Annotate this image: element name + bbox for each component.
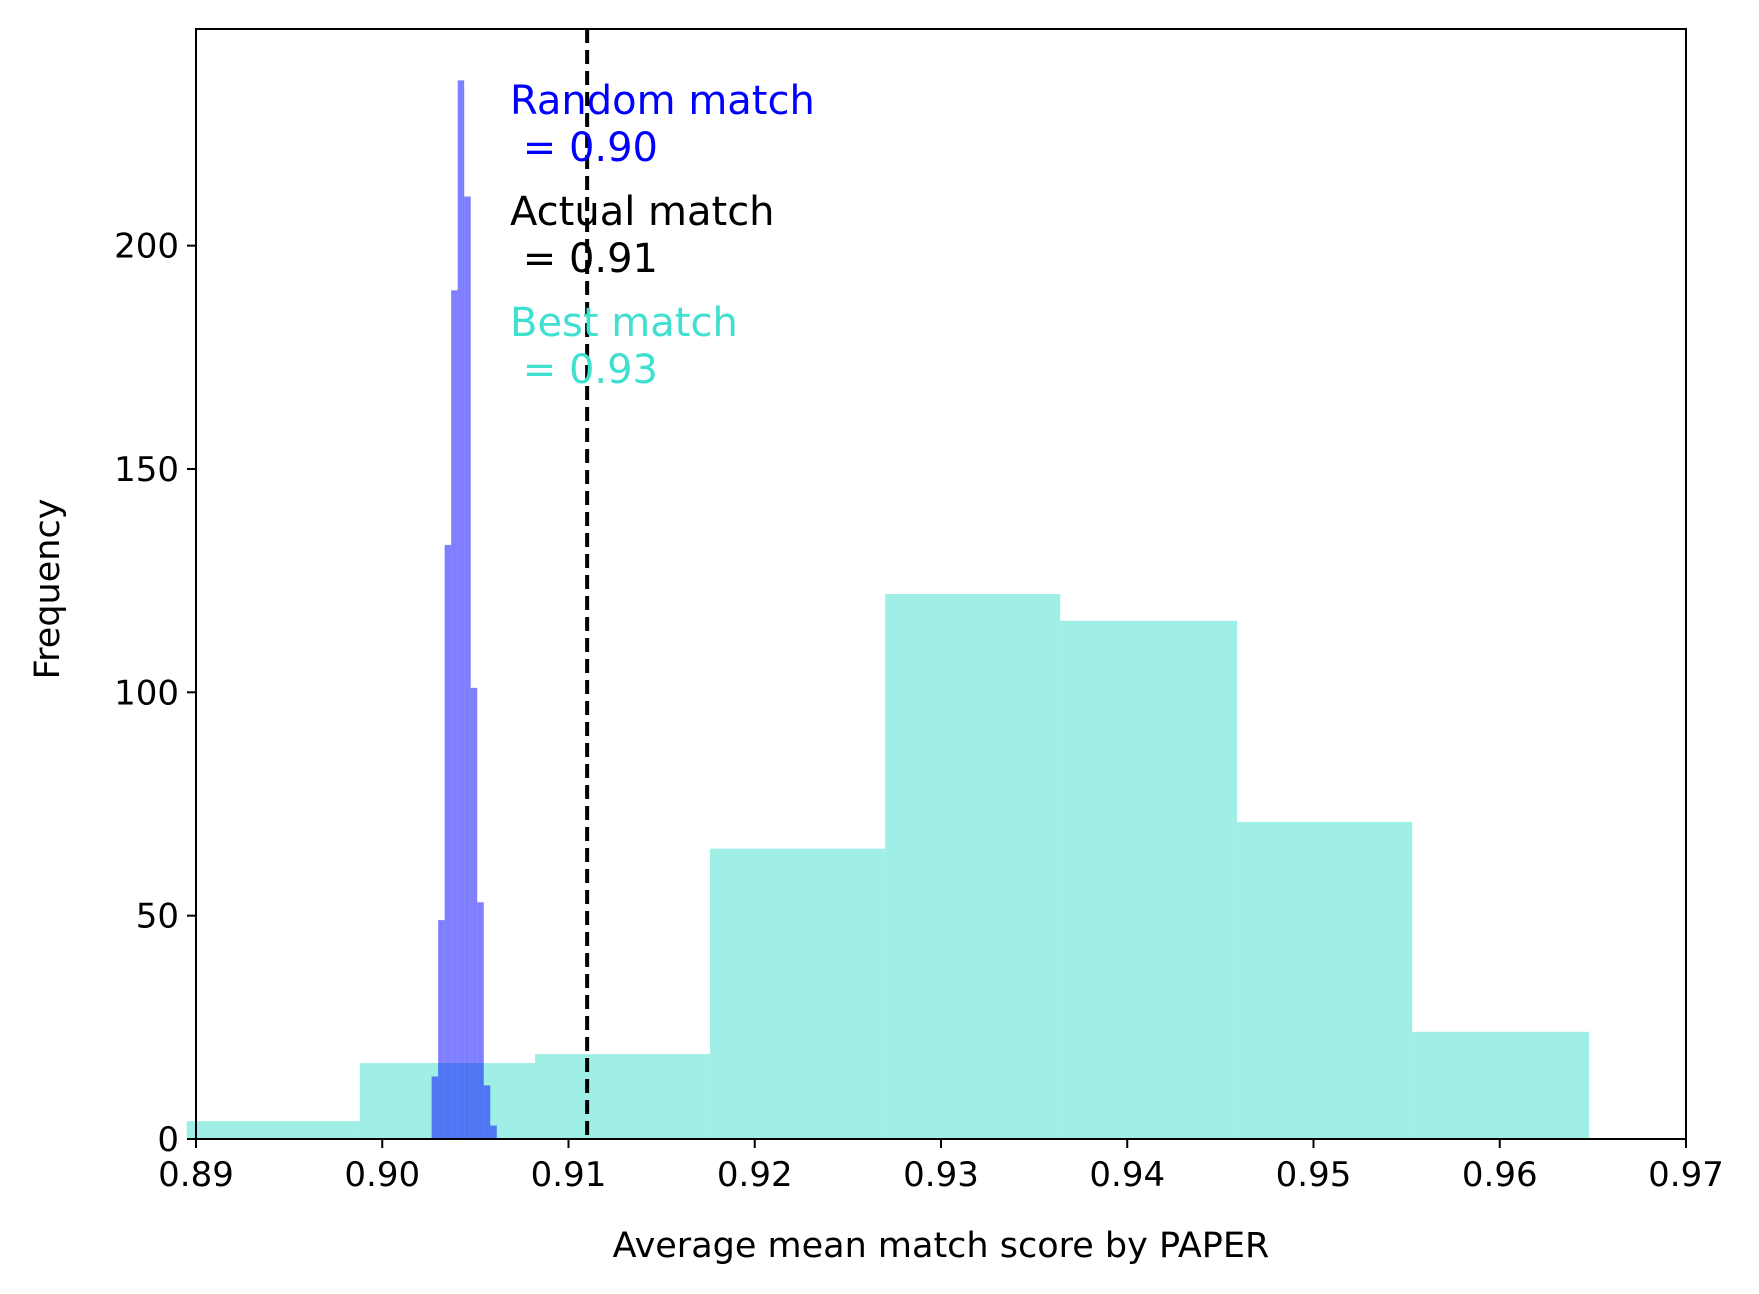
x-tick-label: 0.97 xyxy=(1648,1155,1724,1195)
bar-best-4 xyxy=(885,594,1061,1139)
x-tick-label: 0.92 xyxy=(717,1155,793,1195)
bar-random-8 xyxy=(483,1085,491,1139)
bar-random-4 xyxy=(457,80,465,1140)
bar-random-6 xyxy=(470,687,478,1139)
y-tick-label: 150 xyxy=(114,450,179,490)
x-axis: 0.89 0.90 0.91 0.92 0.93 0.94 0.95 0.96 0.97 xyxy=(158,1139,1724,1195)
best-match-histogram xyxy=(186,594,1590,1139)
bar-best-6 xyxy=(1237,821,1413,1139)
annotation-random-line2: = 0.90 xyxy=(510,125,658,171)
annotation-random-line1: Random match xyxy=(510,78,815,124)
bar-best-0 xyxy=(186,1121,360,1139)
bar-random-5 xyxy=(464,196,471,1140)
bar-best-3 xyxy=(710,848,886,1139)
y-tick-label: 0 xyxy=(157,1120,179,1160)
y-tick-label: 200 xyxy=(114,227,179,267)
bar-best-2 xyxy=(534,1054,711,1139)
annotation-actual-line2: = 0.91 xyxy=(510,236,658,282)
random-match-histogram xyxy=(431,80,497,1140)
x-tick-label: 0.96 xyxy=(1462,1155,1538,1195)
x-tick-label: 0.90 xyxy=(344,1155,420,1195)
x-tick-label: 0.89 xyxy=(158,1155,234,1195)
bar-random-9 xyxy=(490,1125,497,1139)
bar-random-1 xyxy=(438,920,445,1139)
x-tick-label: 0.95 xyxy=(1276,1155,1352,1195)
y-axis-label: Frequency xyxy=(28,499,68,680)
annotation-best-line2: = 0.93 xyxy=(510,347,658,393)
annotation-best-line1: Best match xyxy=(510,300,738,346)
y-axis: 0 50 100 150 200 xyxy=(114,227,196,1160)
bar-random-0 xyxy=(431,1076,439,1139)
x-tick-label: 0.93 xyxy=(903,1155,979,1195)
y-tick-label: 100 xyxy=(114,673,179,713)
bar-random-3 xyxy=(451,290,458,1139)
annotation-actual-line1: Actual match xyxy=(510,189,775,235)
bar-random-2 xyxy=(444,544,452,1139)
x-tick-label: 0.94 xyxy=(1089,1155,1165,1195)
bar-random-7 xyxy=(477,902,484,1139)
annotation-best: Best match = 0.93 xyxy=(510,300,738,393)
annotation-actual: Actual match = 0.91 xyxy=(510,189,775,282)
y-tick-label: 50 xyxy=(136,897,179,937)
bar-best-5 xyxy=(1060,620,1238,1139)
x-axis-label: Average mean match score by PAPER xyxy=(613,1226,1270,1266)
x-tick-label: 0.91 xyxy=(531,1155,607,1195)
annotation-random: Random match = 0.90 xyxy=(510,78,815,171)
bar-best-7 xyxy=(1412,1031,1590,1139)
